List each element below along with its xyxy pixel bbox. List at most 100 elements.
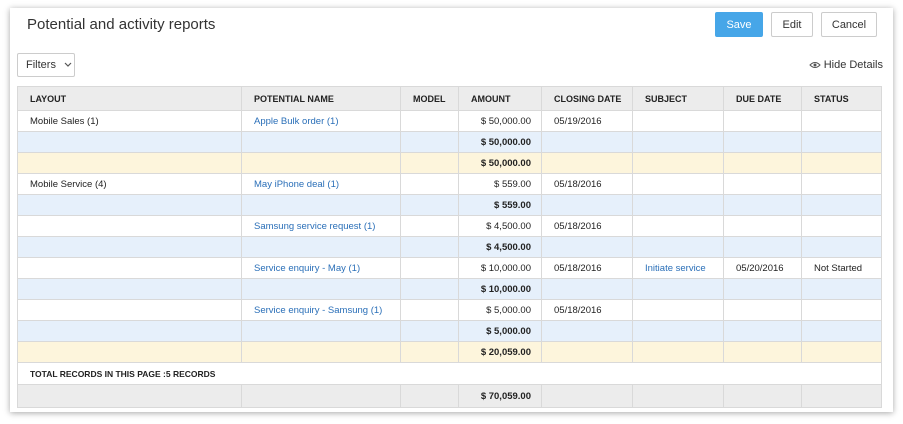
empty-cell [400,131,459,153]
empty-cell [541,236,633,258]
amount-cell: $ 559.00 [458,194,542,216]
cell[interactable]: Initiate service [632,257,724,279]
filters-label: Filters [26,59,56,71]
empty-cell [241,131,401,153]
empty-cell [801,320,882,342]
cell: Mobile Service (4) [17,173,242,195]
empty-cell [400,215,459,237]
empty-cell [723,215,802,237]
amount-cell: $ 4,500.00 [458,215,542,237]
cell: 05/19/2016 [541,110,633,132]
empty-cell [632,194,724,216]
save-button[interactable]: Save [715,12,763,37]
empty-cell [632,215,724,237]
empty-cell [801,194,882,216]
empty-cell [801,384,882,408]
empty-cell [241,384,401,408]
hide-details[interactable]: Hide Details [808,59,883,71]
empty-cell [632,173,724,195]
empty-cell [541,194,633,216]
subtotal-row: $ 10,000.00 [17,278,882,300]
filters-button[interactable]: Filters [17,53,75,77]
empty-cell [723,299,802,321]
cell[interactable]: Service enquiry - Samsung (1) [241,299,401,321]
grand-total-row: $ 70,059.00 [17,384,882,408]
report-table: LAYOUT POTENTIAL NAME MODEL AMOUNT CLOSING D… [17,86,882,408]
empty-cell [723,173,802,195]
empty-cell [541,278,633,300]
empty-cell [241,320,401,342]
empty-cell [400,384,459,408]
cell: 05/20/2016 [723,257,802,279]
empty-cell [723,278,802,300]
empty-cell [17,194,242,216]
empty-cell [241,341,401,363]
detail-row: Mobile Sales (1) Apple Bulk order (1) $ 50… [17,110,882,132]
detail-row: Service enquiry - May (1) $ 10,000.00 05/1… [17,257,882,279]
empty-cell [801,341,882,363]
empty-cell [17,299,242,321]
empty-cell [400,320,459,342]
group-total-row: $ 50,000.00 [17,152,882,174]
cell: 05/18/2016 [541,173,633,195]
empty-cell [400,194,459,216]
empty-cell [17,215,242,237]
subtotal-row: $ 4,500.00 [17,236,882,258]
empty-cell [541,320,633,342]
edit-button[interactable]: Edit [771,12,813,37]
cell[interactable]: Samsung service request (1) [241,215,401,237]
summary-text: TOTAL RECORDS IN THIS PAGE :5 RECORDS [17,362,882,385]
empty-cell [17,278,242,300]
empty-cell [801,278,882,300]
cell[interactable]: Service enquiry - May (1) [241,257,401,279]
empty-cell [632,131,724,153]
cell: 05/18/2016 [541,257,633,279]
column-header: SUBJECT [632,86,724,111]
cell: Not Started [801,257,882,279]
cell: 05/18/2016 [541,215,633,237]
empty-cell [17,320,242,342]
empty-cell [17,341,242,363]
empty-cell [801,236,882,258]
summary-row: TOTAL RECORDS IN THIS PAGE :5 RECORDS [17,362,882,385]
empty-cell [400,236,459,258]
cell[interactable]: Apple Bulk order (1) [241,110,401,132]
column-header: CLOSING DATE [541,86,633,111]
empty-cell [241,194,401,216]
hide-details-label: Hide Details [823,59,883,71]
amount-cell: $ 70,059.00 [458,384,542,408]
empty-cell [801,131,882,153]
amount-cell: $ 50,000.00 [458,110,542,132]
amount-cell: $ 559.00 [458,173,542,195]
column-header: POTENTIAL NAME [241,86,401,111]
cancel-button[interactable]: Cancel [821,12,877,37]
detail-row: Mobile Service (4) May iPhone deal (1) $ 5… [17,173,882,195]
empty-cell [632,236,724,258]
cell[interactable]: May iPhone deal (1) [241,173,401,195]
empty-cell [541,131,633,153]
empty-cell [400,110,459,132]
empty-cell [17,131,242,153]
cell: Mobile Sales (1) [17,110,242,132]
empty-cell [723,384,802,408]
column-header: MODEL [400,86,459,111]
empty-cell [400,152,459,174]
column-header: DUE DATE [723,86,802,111]
empty-cell [541,152,633,174]
group-total-row: $ 20,059.00 [17,341,882,363]
header-row: LAYOUT POTENTIAL NAME MODEL AMOUNT CLOSING D… [17,86,882,111]
amount-cell: $ 4,500.00 [458,236,542,258]
cell: 05/18/2016 [541,299,633,321]
empty-cell [541,341,633,363]
title: Potential and activity reports [27,16,216,33]
empty-cell [801,215,882,237]
empty-cell [632,299,724,321]
empty-cell [632,278,724,300]
empty-cell [723,131,802,153]
empty-cell [801,152,882,174]
empty-cell [17,152,242,174]
empty-cell [241,236,401,258]
amount-cell: $ 20,059.00 [458,341,542,363]
eye-icon [808,62,821,68]
